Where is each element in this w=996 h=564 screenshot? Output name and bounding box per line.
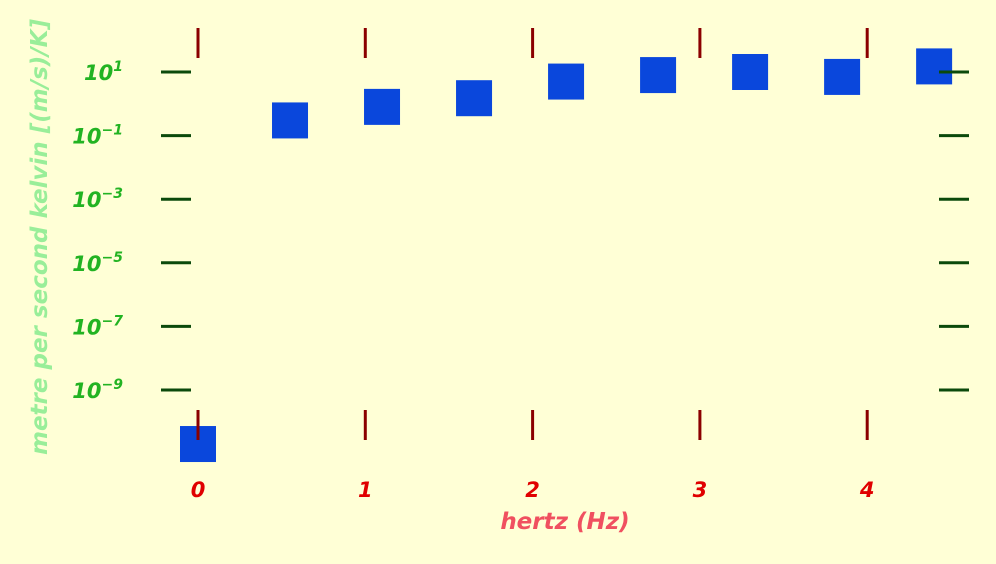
y-axis-label: metre per second kelvin [(m/s)/K] — [27, 19, 53, 456]
y-tick-exponent: −7 — [102, 313, 124, 329]
x-tick-label: 1 — [358, 478, 373, 502]
y-tick-base: 10 — [72, 315, 101, 339]
data-point — [456, 80, 493, 117]
x-tick-label: 4 — [859, 478, 875, 502]
y-tick-label: 10−3 — [72, 186, 123, 212]
data-point — [272, 102, 309, 139]
y-tick-exponent: −5 — [102, 250, 124, 266]
y-tick-exponent: −9 — [102, 377, 124, 393]
y-tick-base: 10 — [72, 125, 101, 149]
y-tick-label: 10−9 — [72, 377, 123, 403]
y-tick-base: 10 — [84, 61, 113, 85]
data-point — [548, 63, 585, 100]
y-tick-base: 10 — [72, 379, 101, 403]
data-point — [916, 48, 953, 85]
data-points — [180, 48, 953, 463]
x-tick-label: 0 — [191, 478, 206, 502]
data-point — [364, 88, 401, 125]
x-axis-label: hertz (Hz) — [500, 509, 629, 535]
data-point — [824, 58, 861, 95]
y-tick-exponent: −1 — [102, 123, 123, 139]
y-tick-label: 10−7 — [72, 313, 123, 339]
x-tick-label: 3 — [693, 478, 708, 502]
y-tick-exponent: 1 — [113, 59, 123, 75]
data-point — [640, 57, 677, 94]
y-tick-exponent: −3 — [102, 186, 123, 202]
data-point — [732, 54, 769, 90]
y-tick-label: 101 — [84, 59, 123, 85]
x-tick-label: 2 — [525, 478, 540, 502]
y-tick-label: 10−1 — [72, 123, 123, 149]
y-tick-label: 10−5 — [72, 250, 123, 276]
tick-marks — [161, 28, 969, 440]
y-tick-base: 10 — [72, 188, 101, 212]
y-tick-base: 10 — [72, 252, 101, 276]
